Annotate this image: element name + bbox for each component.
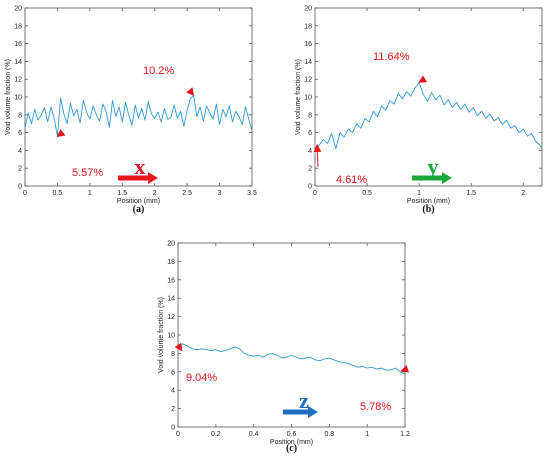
y-tick-label: 12 xyxy=(167,314,175,321)
x-tick-label: 0.5 xyxy=(362,190,372,197)
x-tick-label: 0 xyxy=(176,431,180,438)
x-tick-label: 0.4 xyxy=(249,431,259,438)
series-line xyxy=(177,343,406,375)
y-axis-label: Void volume fraction (%) xyxy=(5,59,12,135)
x-tick-label: 0 xyxy=(313,190,317,197)
y-tick-label: 6 xyxy=(171,369,175,376)
y-tick-label: 20 xyxy=(304,6,312,13)
direction-arrow-head xyxy=(442,172,452,184)
y-tick-label: 8 xyxy=(308,112,312,119)
plot-area xyxy=(177,242,406,428)
y-tick-label: 20 xyxy=(167,241,175,248)
x-tick-label: 1 xyxy=(417,190,421,197)
panel-label: (a) xyxy=(133,204,145,215)
y-tick-label: 12 xyxy=(304,77,312,84)
y-tick-label: 10 xyxy=(14,95,22,102)
y-tick-label: 0 xyxy=(18,184,22,191)
direction-label: y xyxy=(428,154,439,179)
x-tick-label: 1.2 xyxy=(400,431,410,438)
panel-c: 0 2 4 6 8 10 12 14 16 18 20 0 0.2 0.4 0.6 0.8 1 1.2 Positi… xyxy=(158,241,410,455)
y-tick-label: 16 xyxy=(304,41,312,48)
annotation-arrow xyxy=(174,342,183,352)
x-axis-label: Position (mm) xyxy=(407,198,450,205)
y-tick-label: 10 xyxy=(167,333,175,340)
y-tick-label: 4 xyxy=(18,148,22,155)
annotation-label: 5.78% xyxy=(360,401,391,413)
panel-b: 0 2 4 6 8 10 12 14 16 18 20 0 0.5 1 1.5 2 Position (mm) V… xyxy=(295,6,543,215)
y-tick-label: 16 xyxy=(167,277,175,284)
y-tick-label: 8 xyxy=(171,351,175,358)
x-tick-label: 1.5 xyxy=(466,190,476,197)
y-tick-label: 14 xyxy=(167,296,175,303)
series-line xyxy=(314,81,543,151)
x-tick-label: 2 xyxy=(153,190,157,197)
y-axis-label: Void volume fraction (%) xyxy=(158,297,165,373)
y-tick-label: 6 xyxy=(18,130,22,137)
annotation-label: 4.61% xyxy=(336,174,367,186)
direction-arrow-head xyxy=(308,406,318,418)
y-tick-label: 0 xyxy=(171,425,175,432)
plot-area xyxy=(314,7,543,187)
plot-area xyxy=(24,7,253,187)
y-tick-label: 6 xyxy=(308,130,312,137)
y-tick-label: 18 xyxy=(167,259,175,266)
x-tick-label: 2.5 xyxy=(182,190,192,197)
x-tick-label: 1 xyxy=(88,190,92,197)
x-tick-label: 0.6 xyxy=(287,431,297,438)
y-tick-label: 14 xyxy=(14,59,22,66)
x-tick-label: 1 xyxy=(365,431,369,438)
y-tick-label: 4 xyxy=(308,148,312,155)
annotation-arrow xyxy=(186,87,195,96)
x-tick-label: 0.8 xyxy=(324,431,334,438)
annotation-label: 5.57% xyxy=(72,167,103,179)
y-tick-label: 16 xyxy=(14,41,22,48)
x-tick-label: 2 xyxy=(521,190,525,197)
panel-label: (c) xyxy=(286,443,297,454)
y-tick-label: 10 xyxy=(304,95,312,102)
annotation-label: 10.2% xyxy=(143,65,174,77)
annotation-label: 11.64% xyxy=(373,51,410,63)
series-line xyxy=(24,94,253,137)
x-axis-label: Position (mm) xyxy=(270,439,313,446)
y-tick-label: 20 xyxy=(14,6,22,13)
annotation-arrow xyxy=(400,364,410,373)
y-tick-label: 18 xyxy=(14,23,22,30)
x-tick-label: 0.5 xyxy=(53,190,63,197)
direction-arrow-head xyxy=(148,172,158,184)
panel-a: 0 2 4 6 8 10 12 14 16 18 20 0 0.5 1 1.5 2 2.5 3 3.5 Positio… xyxy=(5,6,257,216)
panel-label: (b) xyxy=(422,204,434,215)
y-tick-label: 2 xyxy=(308,166,312,173)
y-tick-label: 0 xyxy=(308,184,312,191)
y-tick-label: 2 xyxy=(18,166,22,173)
x-axis-label: Position (mm) xyxy=(117,198,160,205)
x-tick-label: 3.5 xyxy=(247,190,257,197)
direction-label: z xyxy=(299,388,309,413)
y-tick-label: 8 xyxy=(18,112,22,119)
direction-label: x xyxy=(135,154,146,179)
x-tick-label: 0 xyxy=(23,190,27,197)
x-tick-label: 0.2 xyxy=(211,431,221,438)
y-tick-label: 12 xyxy=(14,77,22,84)
y-tick-label: 2 xyxy=(171,406,175,413)
x-tick-label: 1.5 xyxy=(117,190,127,197)
annotation-label: 9.04% xyxy=(186,372,217,384)
y-tick-label: 4 xyxy=(171,388,175,395)
y-tick-label: 14 xyxy=(304,59,312,66)
annotation-arrow xyxy=(313,143,322,168)
x-tick-label: 3 xyxy=(218,190,222,197)
annotation-arrow xyxy=(418,75,428,83)
y-tick-label: 18 xyxy=(304,23,312,30)
y-axis-label: Void volume fraction (%) xyxy=(295,59,302,135)
